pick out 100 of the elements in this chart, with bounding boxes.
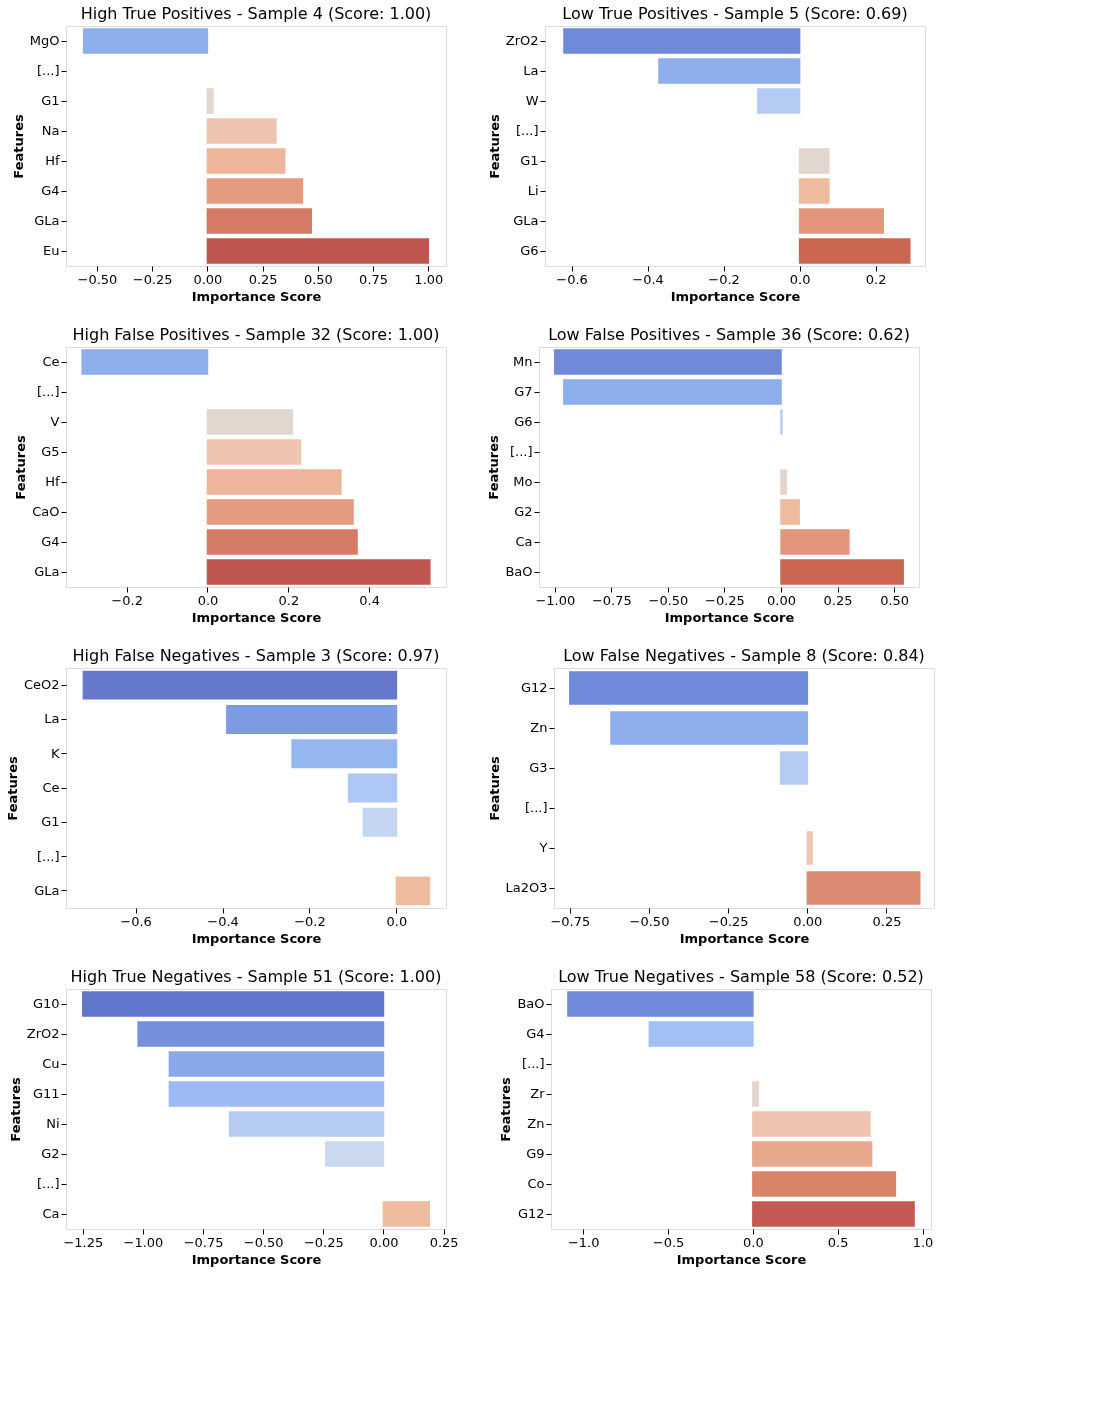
- x-tick-label: 0.4: [359, 592, 381, 608]
- y-tick-label: La2O3: [505, 880, 548, 895]
- y-tick-label: W: [525, 93, 539, 108]
- x-tick-label: −1.25: [63, 1234, 104, 1250]
- y-tick-label: Co: [527, 1176, 545, 1191]
- y-tick-label: Ce: [42, 354, 60, 369]
- x-tick-label: 0.25: [429, 1234, 459, 1250]
- bar: [798, 178, 830, 204]
- y-axis-title: Features: [498, 1077, 514, 1142]
- x-tick-label: 0.00: [193, 271, 223, 287]
- bar: [569, 671, 809, 705]
- y-tick-label: ZrO2: [505, 33, 539, 48]
- y-tick-label: [...]: [509, 444, 533, 459]
- y-axis-title: Features: [486, 756, 502, 821]
- bar: [798, 148, 830, 174]
- y-tick-label: Hf: [45, 474, 60, 489]
- x-tick-label: 0.25: [248, 271, 278, 287]
- x-tick-label: −0.2: [111, 592, 143, 608]
- x-tick-label: −0.6: [556, 271, 588, 287]
- x-tick-label: 0.50: [303, 271, 333, 287]
- x-tick-label: −1.00: [535, 592, 576, 608]
- bar: [206, 469, 342, 495]
- y-tick-label: MgO: [29, 33, 60, 48]
- bar: [206, 88, 214, 114]
- y-tick-label: G6: [520, 243, 539, 258]
- x-axis-title: Importance Score: [191, 609, 322, 625]
- y-tick-label: G4: [526, 1026, 545, 1041]
- y-tick-label: GLa: [34, 213, 60, 228]
- y-tick-label: Hf: [45, 153, 60, 168]
- y-tick-label: G2: [514, 504, 533, 519]
- x-tick-label: 0.00: [767, 592, 796, 608]
- x-axis-title: Importance Score: [676, 1251, 807, 1267]
- y-tick-label: La: [44, 711, 60, 727]
- bar: [780, 559, 904, 585]
- y-tick-label: [...]: [524, 800, 548, 815]
- x-tick-label: 0.00: [369, 1234, 399, 1250]
- bar: [206, 238, 430, 264]
- bar: [82, 28, 209, 54]
- bar: [206, 499, 354, 525]
- chart-title: Low False Negatives - Sample 8 (Score: 0.84): [563, 646, 925, 665]
- y-tick-label: G12: [520, 680, 548, 695]
- x-tick-label: 0.25: [872, 913, 902, 929]
- chart-title: High False Negatives - Sample 3 (Score: 0.97): [72, 646, 440, 665]
- bar: [798, 208, 884, 234]
- x-tick-label: 0.50: [880, 592, 910, 608]
- y-tick-label: Mo: [513, 474, 533, 489]
- bar: [658, 58, 801, 84]
- y-tick-label: GLa: [513, 213, 539, 228]
- y-tick-label: Mn: [513, 354, 533, 369]
- x-tick-label: −0.25: [132, 271, 173, 287]
- chart-title: High True Positives - Sample 4 (Score: 1.00): [80, 4, 432, 23]
- y-tick-label: Zr: [530, 1086, 546, 1101]
- bar: [206, 559, 431, 585]
- x-tick-label: 1.0: [912, 1234, 934, 1250]
- x-axis-title: Importance Score: [191, 930, 322, 946]
- x-axis-title: Importance Score: [679, 930, 810, 946]
- y-tick-label: G4: [41, 183, 60, 198]
- y-tick-label: G9: [526, 1146, 545, 1161]
- bar: [798, 238, 911, 264]
- y-tick-label: G2: [41, 1146, 60, 1161]
- x-tick-label: 0.5: [827, 1234, 849, 1250]
- y-tick-label: G3: [529, 760, 548, 775]
- y-axis-title: Features: [7, 1077, 23, 1142]
- y-tick-label: Ce: [42, 780, 60, 795]
- y-tick-label: G11: [32, 1086, 60, 1101]
- bar: [567, 991, 754, 1017]
- x-tick-label: −0.4: [207, 913, 239, 929]
- y-tick-label: ZrO2: [26, 1026, 60, 1041]
- y-tick-label: G10: [32, 996, 60, 1011]
- y-tick-label: Zn: [530, 720, 548, 735]
- x-tick-label: 0.0: [789, 271, 811, 287]
- x-tick-label: −0.75: [591, 592, 632, 608]
- bar: [752, 1171, 897, 1197]
- y-tick-label: V: [50, 414, 60, 429]
- x-tick-label: −0.25: [708, 913, 749, 929]
- x-axis-title: Importance Score: [191, 1251, 322, 1267]
- bar: [752, 1111, 871, 1137]
- y-tick-label: CeO2: [23, 677, 60, 693]
- bar: [780, 499, 800, 525]
- bar: [780, 469, 788, 495]
- x-tick-label: −0.50: [629, 913, 670, 929]
- bar: [780, 529, 850, 555]
- x-tick-label: −0.75: [550, 913, 591, 929]
- x-tick-label: 0.75: [359, 271, 389, 287]
- y-tick-label: G1: [41, 93, 60, 108]
- x-tick-label: −0.5: [652, 1234, 685, 1250]
- x-tick-label: 0.00: [793, 913, 823, 929]
- x-tick-label: −1.00: [123, 1234, 164, 1250]
- chart-title: Low False Positives - Sample 36 (Score: 0.62): [548, 325, 910, 344]
- y-axis-title: Features: [4, 756, 20, 821]
- y-tick-label: Cu: [42, 1056, 60, 1071]
- y-tick-label: Li: [527, 183, 539, 198]
- chart-title: Low True Negatives - Sample 58 (Score: 0.52): [558, 967, 924, 986]
- bar: [757, 88, 801, 114]
- y-tick-label: [...]: [36, 63, 60, 78]
- x-tick-label: −0.50: [648, 592, 689, 608]
- y-tick-label: G7: [514, 384, 533, 399]
- y-tick-label: [...]: [36, 848, 60, 864]
- y-tick-label: Ni: [46, 1116, 60, 1131]
- bar: [563, 28, 801, 54]
